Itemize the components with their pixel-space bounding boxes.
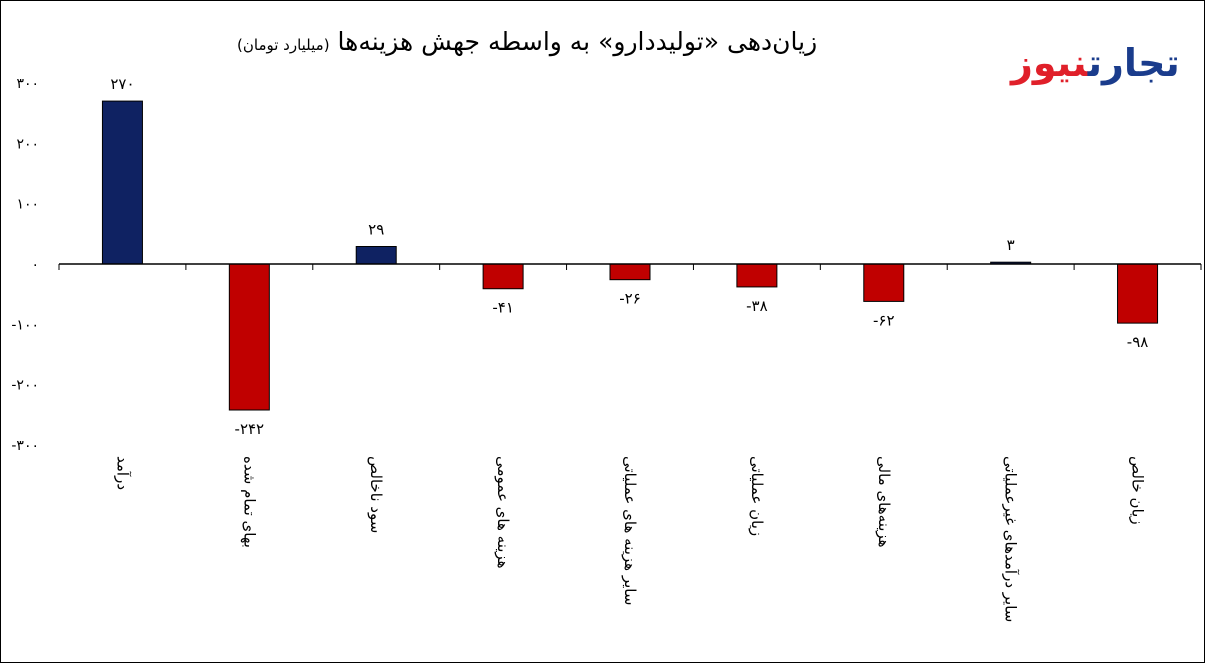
bar (355, 246, 397, 265)
category-label: زیان خالص (1128, 456, 1147, 525)
bar (482, 263, 524, 290)
bar (101, 100, 143, 265)
y-tick-label: ۰ (31, 257, 39, 273)
y-tick-label: ۳۰۰ (16, 76, 39, 92)
y-tick-label: ۱۰۰ (16, 197, 39, 213)
y-tick-label: ۲۰۰ (16, 136, 39, 152)
y-tick-label: -۱۰۰ (11, 317, 39, 333)
bar (1117, 263, 1159, 324)
y-tick-label: -۳۰۰ (11, 438, 39, 454)
category-label: سایر هزینه های عملیاتی (621, 456, 639, 606)
logo-part1: تجارت (1087, 41, 1181, 85)
category-label: درآمد (113, 456, 132, 490)
bar (736, 263, 778, 288)
data-label: -۹۸ (1127, 333, 1149, 351)
logo: تجارتنیوز (1011, 41, 1181, 85)
category-label: هزینه های عمومی (494, 456, 513, 569)
data-label: -۳۸ (746, 297, 768, 315)
data-label: -۴۱ (492, 299, 514, 317)
data-label: ۲۷۰ (110, 75, 134, 93)
data-label: -۲۶ (619, 290, 641, 308)
bar (863, 263, 905, 302)
bar (228, 263, 270, 411)
category-label: سایر درآمدهای غیرعملیاتی (1001, 456, 1020, 623)
data-label: -۶۲ (873, 311, 895, 329)
category-label: بهای تمام شده (240, 456, 259, 548)
data-label: ۲۹ (368, 221, 384, 239)
y-tick-label: -۲۰۰ (11, 378, 39, 394)
data-label: ۳ (1007, 236, 1015, 254)
logo-part2: نیوز (1011, 41, 1089, 85)
data-label: -۲۴۲ (235, 420, 265, 438)
category-label: زیان عملیاتی (747, 456, 766, 537)
bar (609, 263, 651, 281)
category-label: سود ناخالص (367, 456, 386, 534)
category-label: هزینه‌های مالی (874, 456, 893, 548)
unit-text: (میلیارد تومان) (237, 36, 330, 54)
chart-title: زیان‌دهی «تولیددارو» به واسطه جهش هزینه‌… (237, 27, 817, 56)
title-text: زیان‌دهی «تولیددارو» به واسطه جهش هزینه‌… (337, 27, 818, 56)
